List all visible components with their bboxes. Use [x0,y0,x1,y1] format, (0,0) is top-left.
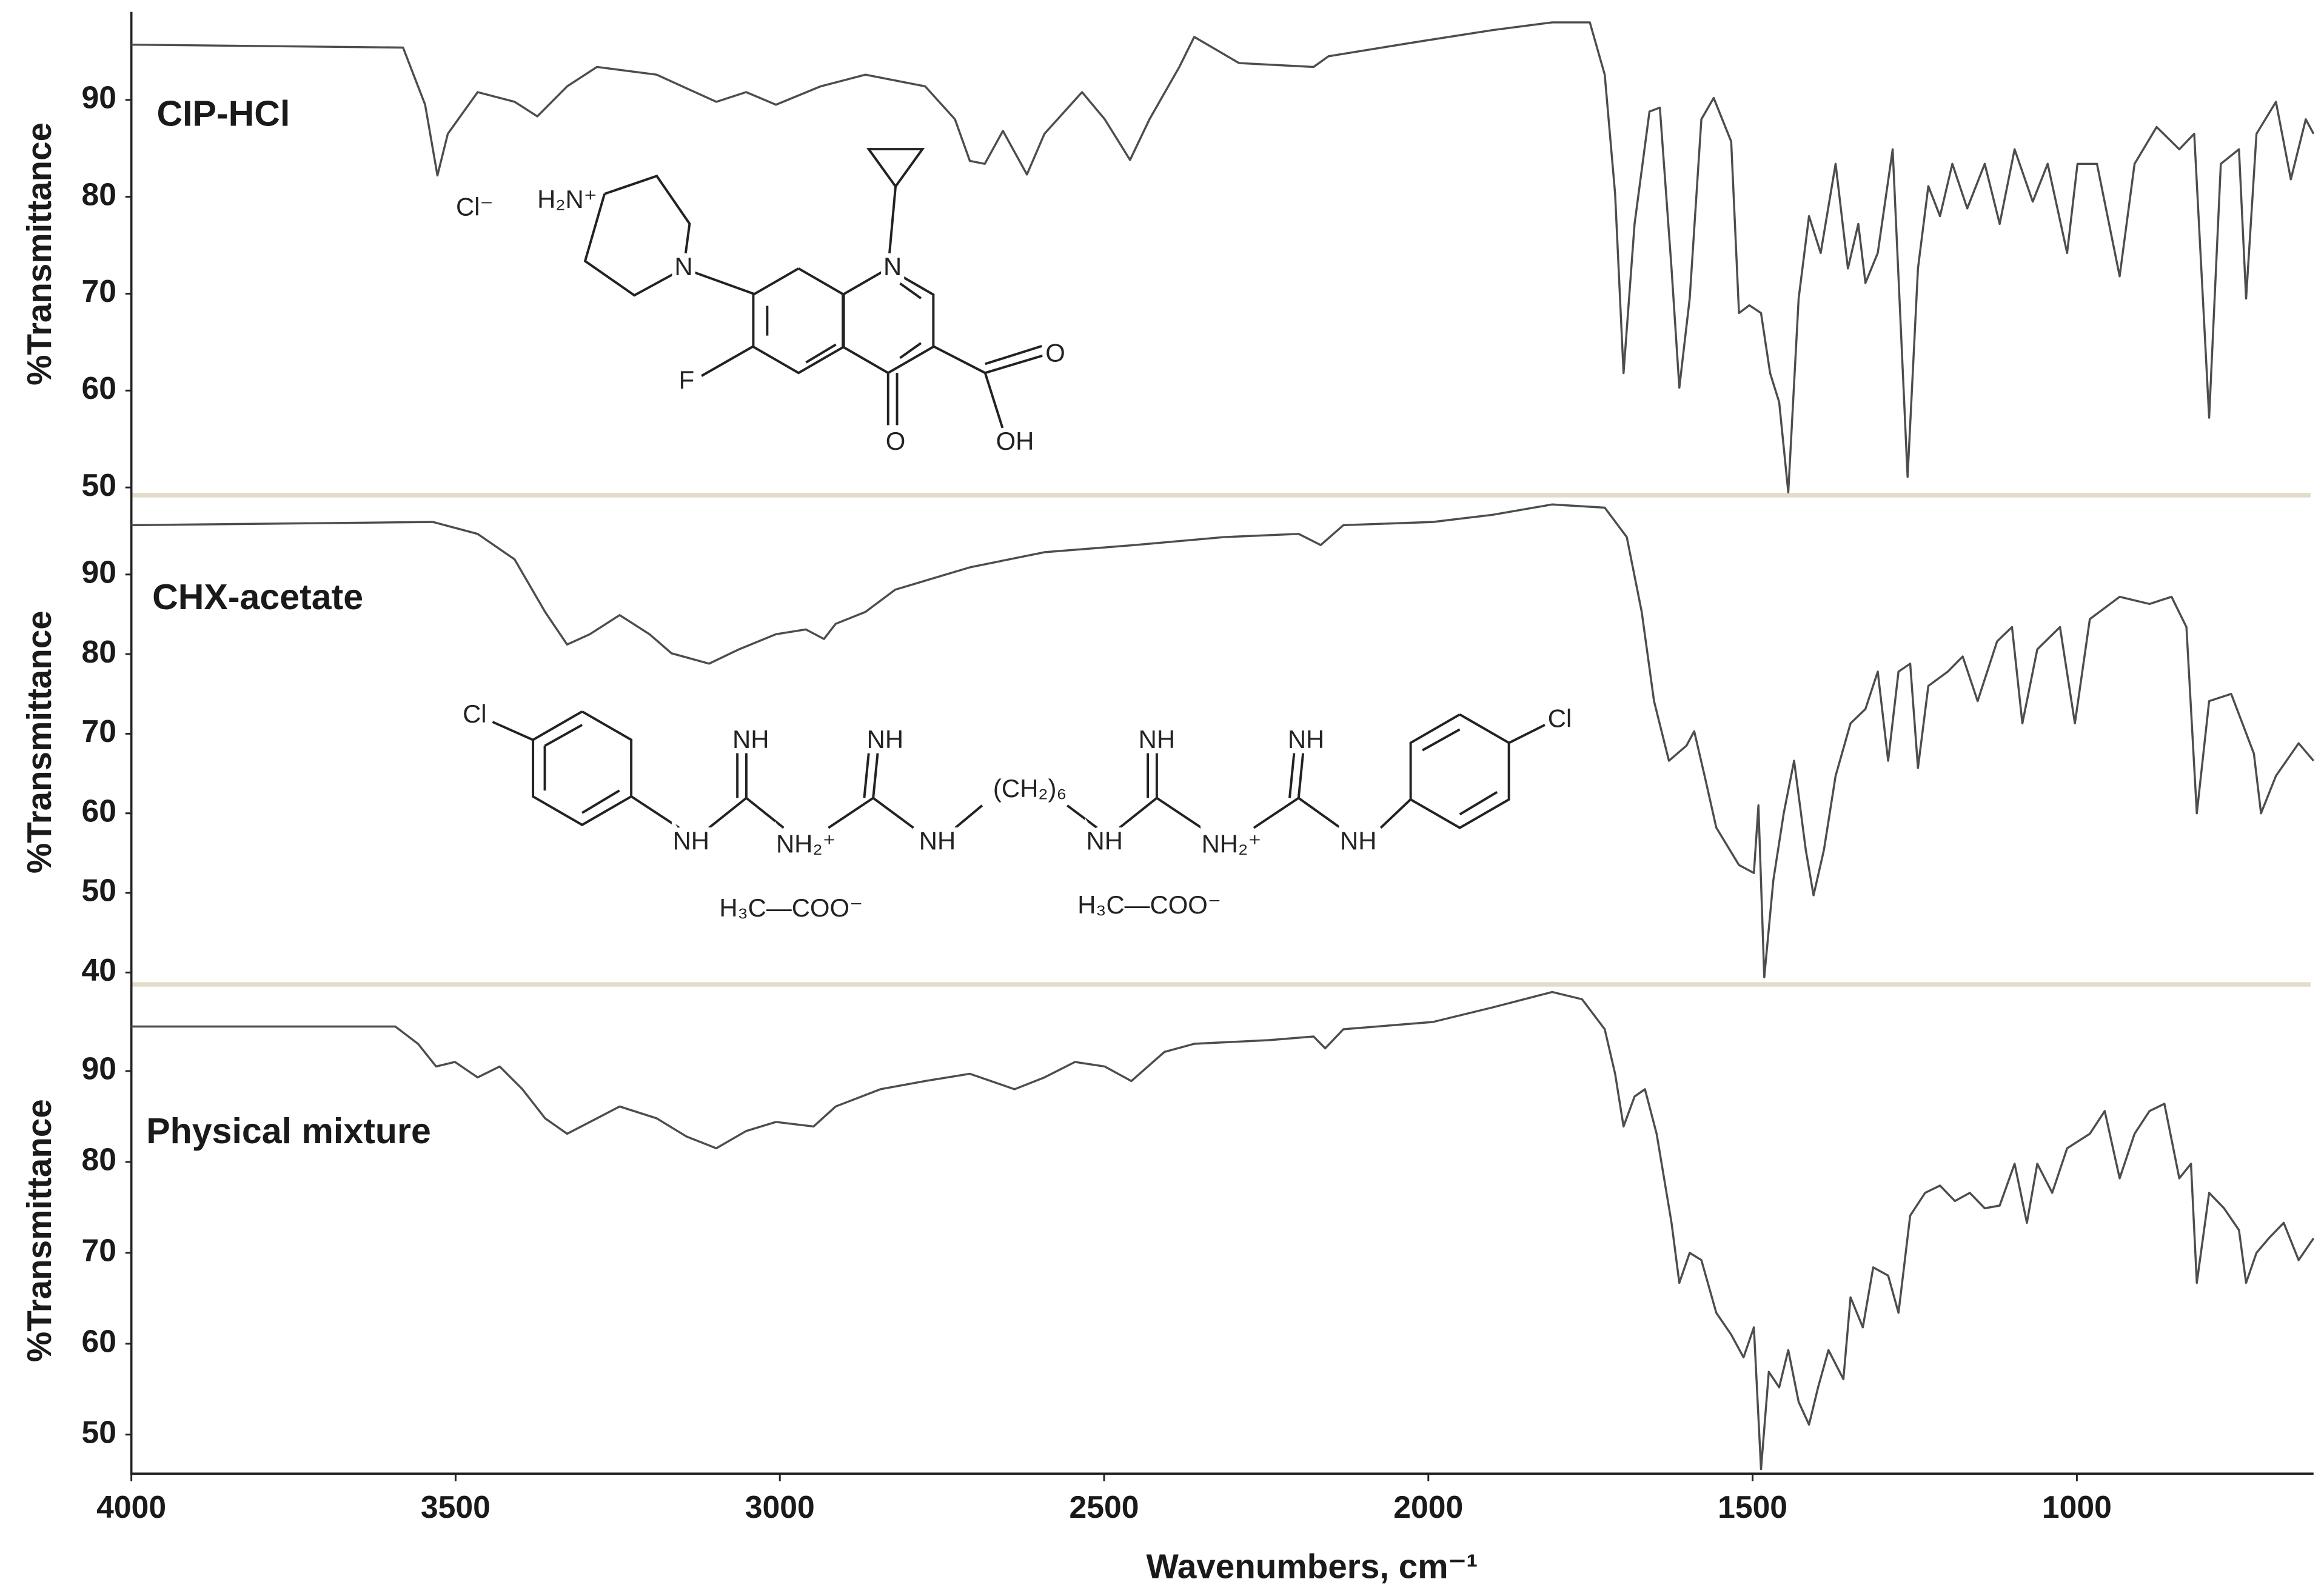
x-tick-label: 2000 [1393,1489,1463,1524]
bond [1379,798,1411,829]
structure-label: (CH₂)₆ [993,774,1067,803]
bond [701,345,755,377]
structure-label: NH [1340,826,1376,855]
bond [631,795,680,829]
spectrum-line [131,21,2315,493]
structure-label: O [886,427,906,455]
bond [708,796,748,829]
y-axis-label: %Transmittance [20,1099,58,1362]
y-tick-label: 80 [82,176,116,212]
y-tick-label: 80 [82,1142,116,1177]
y-axis-label: %Transmittance [20,122,58,386]
bond [932,345,986,374]
y-tick-label: 60 [82,370,116,406]
y-tick-label: 60 [82,1323,116,1358]
structure-label: OH [996,427,1034,455]
bond [492,721,534,741]
structure-label: NH [919,826,956,855]
bond [745,796,785,829]
y-tick-label: 60 [82,793,116,828]
x-tick-label: 1500 [1718,1489,1787,1524]
bond [866,148,925,187]
structure-label: NH [1288,725,1324,753]
structure-label: H₃C—COO⁻ [719,893,863,922]
structure-label: Cl⁻ [456,193,494,221]
bond [983,372,1005,430]
structure-label: N [674,252,692,281]
bond [1409,713,1510,829]
structure-label: O [1045,339,1065,367]
x-tick-label: 3000 [745,1489,815,1524]
spectrum-line [131,990,2315,1471]
bond [985,353,1045,375]
structure-label: H₃C—COO⁻ [1077,890,1221,919]
bond [1459,790,1498,816]
bond [828,796,874,829]
structure-label: NH₂⁺ [1202,829,1262,858]
structure-label: NH [1139,725,1175,753]
bond [872,753,879,798]
bond [1508,724,1545,744]
bond [1119,796,1158,829]
structure-label: NH₂⁺ [776,829,836,858]
structures [492,148,1545,829]
y-tick-label: 70 [82,273,116,309]
panel-title: Physical mixture [146,1111,431,1151]
bond [899,282,922,299]
y-tick-label: 90 [82,79,116,115]
structure-label: NH [732,725,769,753]
bond [863,753,870,798]
y-axis-label: %Transmittance [20,610,58,873]
y-tick-label: 40 [82,952,116,987]
bond [683,267,754,295]
structure-label: F [679,366,695,394]
y-tick-label: 50 [82,1414,116,1449]
bond [1298,796,1341,829]
y-tick-label: 50 [82,467,116,503]
x-axis-label: Wavenumbers, cm⁻¹ [1146,1548,1478,1586]
bond [985,345,1042,366]
panel-title: CHX-acetate [152,577,363,617]
bond [886,186,897,269]
bond [532,710,633,827]
bond [1253,796,1299,829]
y-tick-label: 90 [82,554,116,589]
bond [1156,796,1202,829]
structure-label: NH [673,826,709,855]
structure-label: H₂N⁺ [537,185,597,213]
y-tick-label: 50 [82,873,116,908]
bond [581,789,620,814]
x-tick-label: 4000 [96,1489,166,1524]
structure-label: NH [867,725,903,753]
x-tick-label: 1000 [2042,1489,2112,1524]
y-tick-label: 90 [82,1051,116,1086]
y-tick-label: 70 [82,713,116,749]
bond [954,804,983,829]
bond [899,342,922,359]
bond [805,343,837,364]
y-tick-label: 70 [82,1233,116,1268]
bond [1066,804,1098,829]
spectrum-line [131,503,2315,979]
panel-title: CIP-HCl [156,94,290,134]
bond [842,267,935,375]
bond [1288,753,1296,798]
bond [1297,753,1305,798]
bond [1422,728,1461,752]
y-tick-label: 80 [82,634,116,669]
structure-label: NH [1087,826,1123,855]
bond [544,724,583,747]
x-tick-label: 3500 [421,1489,491,1524]
structure-label: N [883,252,902,281]
bond [872,796,914,829]
structure-label: Cl [1548,704,1572,733]
x-tick-label: 2500 [1070,1489,1139,1524]
structure-label: Cl [463,700,487,728]
